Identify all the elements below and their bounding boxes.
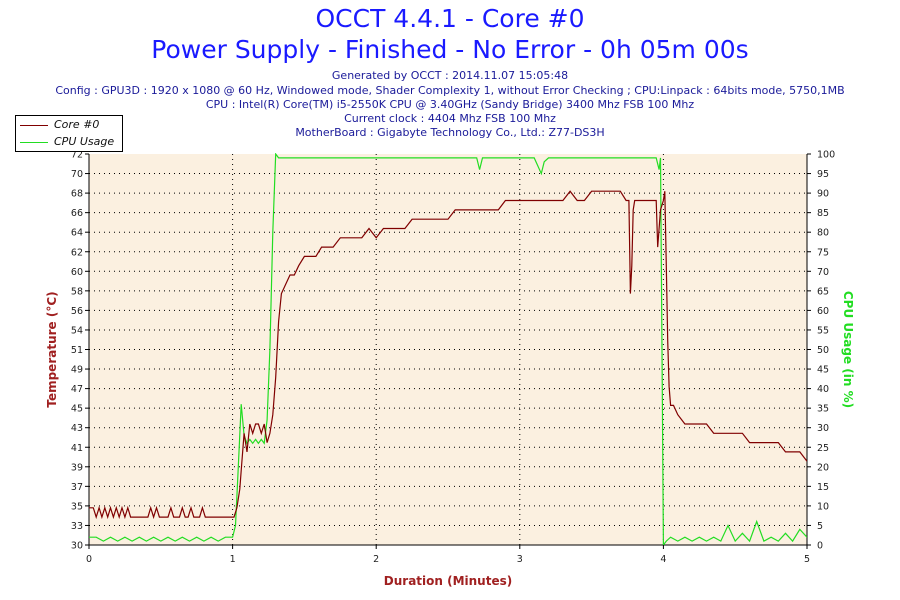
y-right-tick-label: 100 — [817, 150, 835, 161]
y-left-tick-label: 72 — [71, 150, 83, 161]
y-right-axis-label: CPU Usage (in %) — [841, 291, 855, 408]
legend-entry-cpu-usage: CPU Usage — [20, 134, 114, 150]
y-left-tick-label: 64 — [71, 228, 83, 239]
y-right-tick-label: 95 — [817, 169, 829, 180]
y-right-tick-label: 55 — [817, 325, 829, 336]
y-left-tick-label: 47 — [71, 384, 83, 395]
y-right-tick-label: 5 — [817, 521, 823, 532]
y-left-tick-label: 56 — [71, 306, 83, 317]
y-right-tick-label: 10 — [817, 501, 829, 512]
y-right-tick-label: 30 — [817, 423, 829, 434]
legend-label-core0: Core #0 — [54, 118, 100, 131]
chart-subtitle: Power Supply - Finished - No Error - 0h … — [151, 35, 749, 64]
y-left-tick-label: 68 — [71, 189, 83, 200]
y-right-tick-label: 35 — [817, 404, 829, 415]
x-tick-label: 5 — [804, 554, 810, 565]
y-left-tick-label: 58 — [71, 286, 83, 297]
x-axis-label: Duration (Minutes) — [384, 574, 512, 588]
y-right-tick-label: 50 — [817, 345, 829, 356]
y-right-tick-label: 60 — [817, 306, 829, 317]
chart-title: OCCT 4.4.1 - Core #0 — [315, 4, 585, 33]
y-right-tick-label: 45 — [817, 365, 829, 376]
legend-label-cpu-usage: CPU Usage — [54, 135, 115, 148]
x-tick-label: 1 — [230, 554, 236, 565]
x-tick-label: 4 — [660, 554, 666, 565]
x-tick-label: 2 — [373, 554, 379, 565]
x-tick-label: 3 — [517, 554, 523, 565]
y-right-tick-label: 90 — [817, 189, 829, 200]
y-right-tick-label: 40 — [817, 384, 829, 395]
cpu-info: CPU : Intel(R) Core(TM) i5-2550K CPU @ 3… — [205, 98, 695, 111]
series-line-core0 — [89, 190, 807, 520]
y-right-tick-label: 80 — [817, 228, 829, 239]
y-right-tick-label: 25 — [817, 443, 829, 454]
config-info: Config : GPU3D : 1920 x 1080 @ 60 Hz, Wi… — [55, 84, 845, 97]
legend-swatch-core0 — [20, 124, 48, 126]
y-left-tick-label: 70 — [71, 169, 83, 180]
y-left-tick-label: 60 — [71, 267, 83, 278]
y-right-tick-label: 0 — [817, 541, 823, 552]
generated-info: Generated by OCCT : 2014.11.07 15:05:48 — [331, 69, 569, 82]
chart-legend: Core #0 CPU Usage — [15, 115, 123, 152]
y-right-tick-label: 15 — [817, 482, 829, 493]
y-right-tick-label: 20 — [817, 462, 829, 473]
y-left-tick-label: 37 — [71, 482, 83, 493]
y-left-tick-label: 51 — [71, 345, 83, 356]
y-left-axis-label: Temperature (°C) — [45, 291, 59, 407]
y-left-tick-label: 33 — [71, 521, 83, 532]
y-left-tick-label: 39 — [71, 462, 83, 473]
y-left-tick-label: 66 — [71, 208, 83, 219]
y-left-tick-label: 43 — [71, 423, 83, 434]
legend-swatch-cpu-usage — [20, 141, 48, 143]
y-left-tick-label: 49 — [71, 365, 83, 376]
y-left-tick-label: 62 — [71, 247, 83, 258]
y-left-tick-label: 54 — [71, 325, 83, 336]
y-right-tick-label: 75 — [817, 247, 829, 258]
legend-entry-core0: Core #0 — [20, 117, 99, 133]
series-line-cpu-usage — [89, 153, 807, 545]
y-left-tick-label: 41 — [71, 443, 83, 454]
y-right-tick-label: 85 — [817, 208, 829, 219]
y-left-tick-label: 30 — [71, 541, 83, 552]
y-left-tick-label: 35 — [71, 501, 83, 512]
y-right-tick-label: 70 — [817, 267, 829, 278]
x-tick-label: 0 — [86, 554, 92, 565]
motherboard-info: MotherBoard : Gigabyte Technology Co., L… — [295, 126, 605, 139]
y-left-tick-label: 45 — [71, 404, 83, 415]
clock-info: Current clock : 4404 Mhz FSB 100 Mhz — [344, 112, 556, 125]
y-right-tick-label: 65 — [817, 286, 829, 297]
